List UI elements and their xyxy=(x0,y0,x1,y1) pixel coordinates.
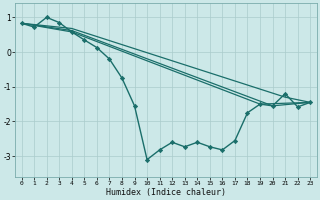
X-axis label: Humidex (Indice chaleur): Humidex (Indice chaleur) xyxy=(106,188,226,197)
